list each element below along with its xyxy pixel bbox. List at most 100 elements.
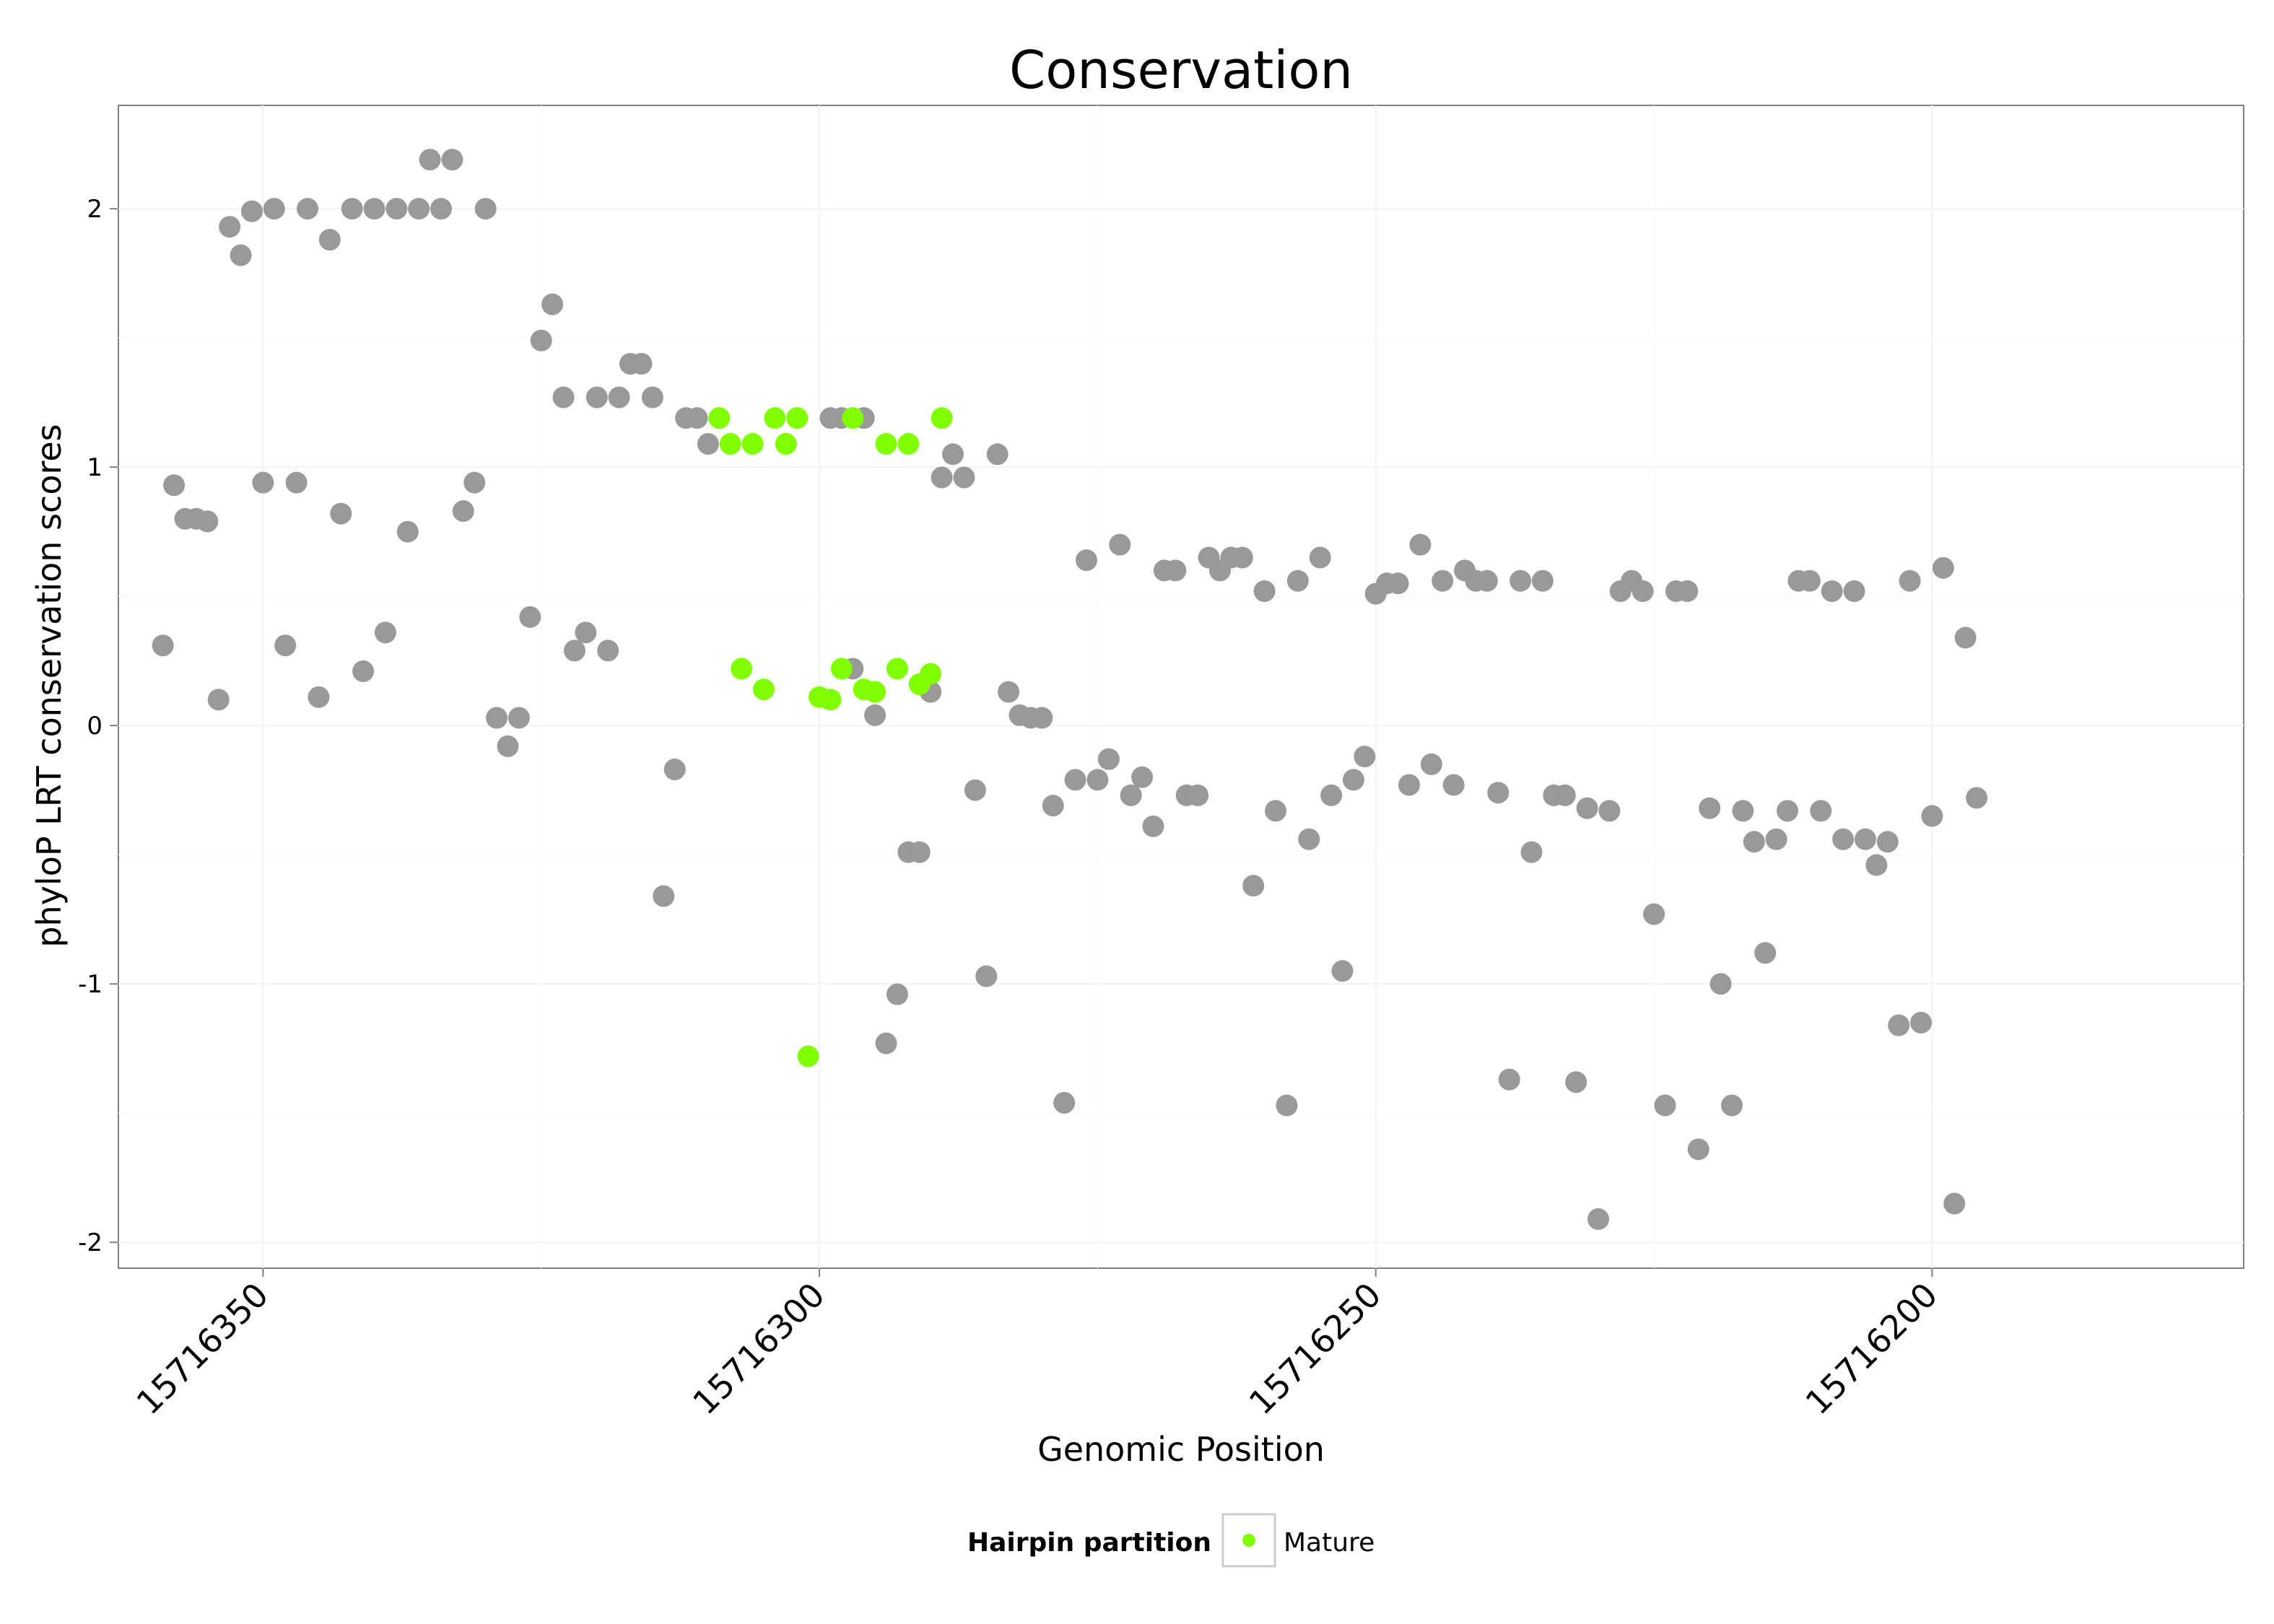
point-other <box>1843 580 1865 603</box>
point-other <box>552 386 575 409</box>
point-mature <box>842 407 864 429</box>
point-other <box>563 639 585 662</box>
point-other <box>908 841 931 863</box>
y-tick-label: 0 <box>87 712 103 741</box>
point-other <box>1520 841 1543 863</box>
point-other <box>497 735 519 757</box>
data-points <box>152 149 1988 1230</box>
point-other <box>196 510 219 533</box>
point-other <box>663 759 686 781</box>
point-other <box>374 621 396 644</box>
point-mature <box>764 407 786 429</box>
point-mature <box>752 678 775 701</box>
point-other <box>1966 787 1988 809</box>
point-other <box>1777 800 1799 822</box>
point-other <box>152 634 174 657</box>
point-other <box>240 200 263 222</box>
point-other <box>1876 831 1899 853</box>
point-other <box>1910 1011 1933 1034</box>
point-other <box>318 229 341 251</box>
y-axis-label: phyloP LRT conservation scores <box>30 424 69 947</box>
point-mature <box>786 407 809 429</box>
point-other <box>1320 784 1343 806</box>
x-axis-label: Genomic Position <box>1037 1430 1325 1469</box>
y-tick-label: -1 <box>78 970 103 999</box>
point-other <box>1854 828 1876 850</box>
point-mature <box>897 432 920 455</box>
point-mature <box>741 432 764 455</box>
point-other <box>341 198 363 220</box>
point-other <box>1531 569 1554 592</box>
point-other <box>1632 580 1654 603</box>
point-other <box>330 502 352 525</box>
y-tick-label: 1 <box>87 453 103 482</box>
point-other <box>1676 580 1699 603</box>
y-axis: 2 1 0 -1 -2 <box>78 195 118 1257</box>
point-other <box>1565 1071 1587 1093</box>
point-other <box>452 500 474 523</box>
point-other <box>1921 805 1943 827</box>
point-mature <box>864 681 886 703</box>
point-other <box>1042 795 1064 817</box>
point-other <box>1387 572 1409 595</box>
point-other <box>408 198 430 220</box>
point-other <box>1654 1094 1676 1117</box>
point-other <box>1587 1208 1610 1230</box>
point-other <box>230 244 252 266</box>
point-other <box>385 198 408 220</box>
point-other <box>1720 1094 1743 1117</box>
point-mature <box>731 658 753 680</box>
point-other <box>530 329 552 352</box>
point-mature <box>931 407 953 429</box>
point-other <box>1109 533 1131 556</box>
point-other <box>1253 580 1276 603</box>
point-other <box>1298 828 1320 850</box>
point-other <box>274 634 297 657</box>
point-other <box>1131 766 1154 788</box>
point-other <box>1342 769 1364 791</box>
point-other <box>1954 627 1977 649</box>
point-other <box>1053 1091 1076 1114</box>
point-other <box>1498 1068 1520 1091</box>
point-other <box>1687 1138 1709 1161</box>
point-other <box>641 386 663 409</box>
point-other <box>1487 782 1510 804</box>
point-other <box>1120 784 1142 806</box>
point-other <box>396 520 419 543</box>
point-other <box>474 198 497 220</box>
point-other <box>886 983 908 1005</box>
point-other <box>1064 769 1086 791</box>
point-other <box>1699 797 1721 819</box>
point-other <box>419 149 441 171</box>
chart-title: Conservation <box>1009 40 1353 100</box>
point-other <box>263 198 285 220</box>
point-other <box>1331 960 1354 982</box>
point-other <box>1231 546 1253 569</box>
point-other <box>608 386 630 409</box>
point-other <box>1476 569 1498 592</box>
point-other <box>1865 854 1888 876</box>
point-other <box>1888 1014 1910 1036</box>
point-other <box>1732 800 1754 822</box>
point-other <box>931 466 953 489</box>
point-other <box>1086 769 1109 791</box>
point-other <box>1265 800 1287 822</box>
point-other <box>1709 973 1732 995</box>
point-mature <box>775 432 797 455</box>
point-other <box>519 606 541 628</box>
point-other <box>507 707 530 729</box>
grid-lines <box>118 105 2244 1268</box>
point-other <box>585 386 608 409</box>
point-other <box>285 471 308 494</box>
y-tick-label: 2 <box>87 195 103 224</box>
point-other <box>352 660 375 683</box>
point-other <box>653 885 675 907</box>
point-other <box>219 216 241 238</box>
plot-border <box>118 105 2244 1269</box>
point-other <box>1932 556 1954 579</box>
point-other <box>252 471 274 494</box>
point-other <box>1286 569 1309 592</box>
point-other <box>942 443 964 466</box>
legend-label-mature: Mature <box>1284 1528 1375 1558</box>
